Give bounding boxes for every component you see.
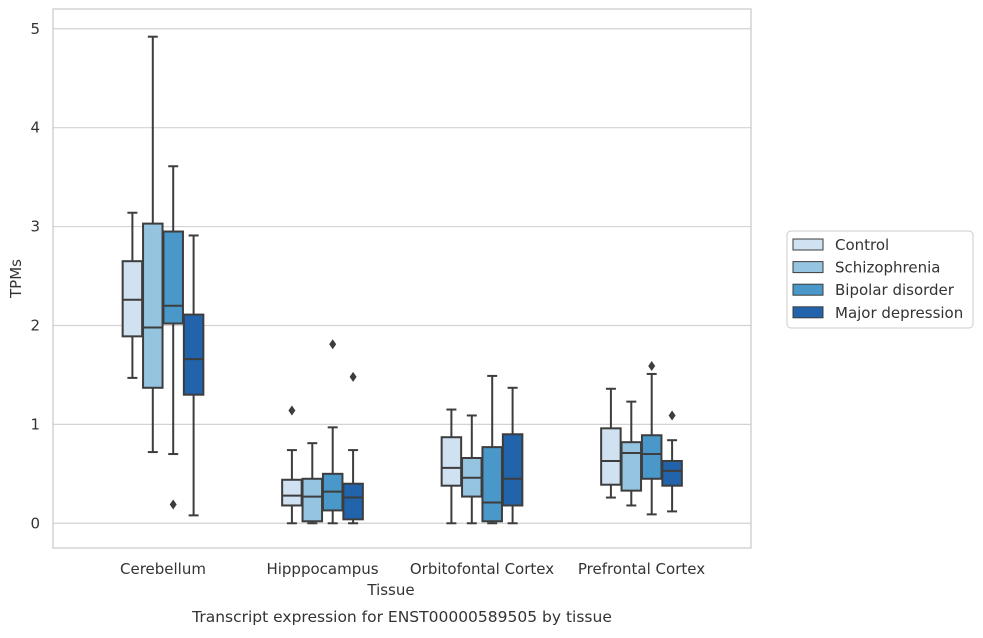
box-schizophrenia — [620, 400, 643, 507]
legend-label: Major depression — [835, 304, 963, 322]
boxes — [121, 35, 683, 525]
iqr-box — [600, 427, 622, 486]
outlier-point — [288, 405, 296, 416]
y-tick-label: 3 — [30, 218, 40, 236]
outlier-point — [349, 371, 357, 382]
box-major-depression — [182, 234, 205, 517]
legend: Control Schizophrenia Bipolar disorder Majo… — [786, 230, 974, 329]
legend-label: Control — [835, 236, 889, 254]
x-tick-label: Prefrontal Cortex — [578, 560, 705, 578]
box-bipolar-disorder — [162, 165, 184, 510]
outlier-point — [169, 499, 177, 510]
x-tick-label: Cerebellum — [120, 560, 206, 578]
x-tick-labels: Cerebellum Hipppocampus Orbitofontal Corte… — [120, 560, 705, 578]
iqr-box — [142, 222, 164, 389]
iqr-box — [301, 477, 324, 523]
x-tick-label: Hipppocampus — [266, 560, 378, 578]
legend-swatch — [792, 306, 824, 319]
x-axis-label: Tissue — [366, 581, 414, 599]
legend-frame — [786, 230, 974, 329]
box-schizophrenia — [461, 414, 483, 525]
chart-caption: Transcript expression for ENST0000058950… — [191, 608, 612, 626]
plot-area — [52, 8, 752, 549]
iqr-box — [281, 478, 303, 507]
box-bipolar-disorder — [321, 339, 344, 525]
y-tick-labels: 0 1 2 3 4 5 — [30, 20, 40, 532]
box-control — [121, 211, 144, 379]
box-major-depression — [661, 410, 683, 513]
legend-swatch — [792, 238, 824, 251]
outlier-point — [648, 361, 656, 372]
iqr-box — [162, 230, 184, 325]
box-control — [600, 387, 622, 499]
y-axis-label: TPMs — [7, 259, 25, 299]
y-tick-label: 2 — [30, 316, 40, 334]
iqr-box — [342, 482, 364, 521]
box-bipolar-disorder — [481, 374, 503, 525]
x-tick-label: Orbitofontal Cortex — [410, 560, 554, 578]
legend-label: Bipolar disorder — [835, 281, 955, 299]
y-tick-label: 0 — [30, 514, 40, 532]
y-tick-label: 5 — [30, 20, 40, 38]
outlier-point — [329, 339, 337, 350]
box-major-depression — [501, 386, 524, 525]
y-tick-label: 4 — [30, 119, 40, 137]
legend-swatch — [792, 283, 824, 296]
iqr-box — [440, 436, 463, 487]
iqr-box — [640, 434, 663, 480]
box-control — [281, 405, 303, 525]
box-bipolar-disorder — [640, 361, 663, 516]
legend-swatch — [792, 261, 824, 274]
iqr-box — [620, 441, 643, 492]
box-major-depression — [342, 371, 364, 525]
outlier-point — [668, 410, 676, 421]
gridlines — [53, 28, 751, 524]
iqr-box — [182, 313, 205, 396]
box-schizophrenia — [142, 35, 164, 454]
y-tick-label: 1 — [30, 415, 40, 433]
box-control — [440, 408, 463, 525]
legend-label: Schizophrenia — [835, 259, 940, 277]
iqr-box — [661, 459, 683, 487]
iqr-box — [501, 433, 524, 507]
box-schizophrenia — [301, 442, 324, 525]
iqr-box — [481, 446, 503, 523]
